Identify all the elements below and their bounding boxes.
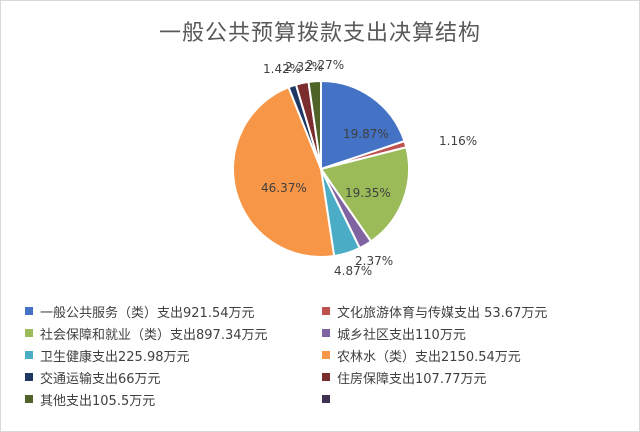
legend-swatch <box>25 329 33 337</box>
legend-item-5: 卫生健康支出225.98万元 <box>25 345 190 365</box>
legend-item-4: 城乡社区支出110万元 <box>322 323 466 343</box>
pie-slice-3 <box>319 146 410 243</box>
legend-swatch <box>25 395 33 403</box>
legend-label: 城乡社区支出110万元 <box>337 327 466 343</box>
legend-swatch <box>322 329 330 337</box>
legend-item-9: 其他支出105.5万元 <box>25 389 155 409</box>
legend-item-3: 社会保障和就业（类）支出897.34万元 <box>25 323 268 343</box>
legend-swatch <box>322 351 330 359</box>
pie-slice-9 <box>307 79 322 170</box>
legend-label: 交通运输支出66万元 <box>40 371 161 387</box>
legend-swatch <box>25 373 33 381</box>
legend-item-2: 文化旅游体育与传媒支出 53.67万元 <box>322 301 547 321</box>
legend-label: 住房保障支出107.77万元 <box>337 371 487 387</box>
slice-data-label-2: 1.16% <box>439 134 477 148</box>
legend-swatch <box>322 395 330 403</box>
slice-data-label-9: 2.27% <box>306 58 344 72</box>
legend-swatch <box>25 307 33 315</box>
slice-data-label-7: 1.42% <box>263 62 301 76</box>
pie-slice-6 <box>232 85 336 258</box>
slice-data-label-4: 2.37% <box>355 254 393 268</box>
pie-chart: 19.87% 1.16%19.35%2.37%4.87%46.37%1.42%2.… <box>232 58 477 278</box>
legend-item-7: 交通运输支出66万元 <box>25 367 161 387</box>
legend-label: 文化旅游体育与传媒支出 53.67万元 <box>337 305 548 321</box>
chart-title: 一般公共预算拨款支出决算结构 <box>158 21 481 46</box>
legend-swatch <box>322 373 330 381</box>
slice-data-label-6: 46.37% <box>261 181 307 195</box>
slice-data-label-3: 19.35% <box>345 186 391 200</box>
legend-label: 一般公共服务（类）支出921.54万元 <box>40 305 255 321</box>
slice-data-label-5: 4.87% <box>334 264 372 278</box>
legend-item-8: 住房保障支出107.77万元 <box>322 367 487 387</box>
legend-label: 社会保障和就业（类）支出897.34万元 <box>40 327 268 343</box>
legend-item-10 <box>322 389 337 409</box>
legend-swatch <box>322 307 330 315</box>
legend-label: 卫生健康支出225.98万元 <box>40 349 190 365</box>
slice-data-label-1: 19.87% <box>343 127 389 141</box>
legend-item-6: 农林水（类）支出2150.54万元 <box>322 345 521 365</box>
legend-label: 其他支出105.5万元 <box>40 393 156 409</box>
legend-item-1: 一般公共服务（类）支出921.54万元 <box>25 301 255 321</box>
slice-data-label-8: 2.32% <box>285 60 323 74</box>
legend-label: 农林水（类）支出2150.54万元 <box>337 349 521 365</box>
legend-swatch <box>25 351 33 359</box>
pie-slice-1 <box>320 79 406 171</box>
